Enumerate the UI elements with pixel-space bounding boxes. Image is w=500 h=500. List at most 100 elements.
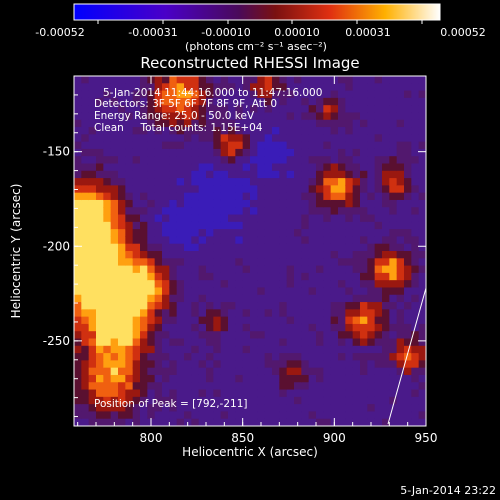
heatmap-cell: [279, 272, 288, 281]
heatmap-cell: [125, 251, 134, 259]
heatmap-cell: [154, 287, 163, 296]
heatmap-cell: [272, 76, 280, 84]
heatmap-cell: [242, 236, 251, 245]
heatmap-cell: [411, 127, 420, 135]
heatmap-cell: [367, 90, 376, 99]
heatmap-cell: [264, 112, 273, 121]
heatmap-cell: [411, 178, 420, 186]
heatmap-cell: [103, 396, 112, 405]
heatmap-cell: [330, 236, 339, 245]
heatmap-cell: [411, 214, 420, 223]
heatmap-cell: [118, 83, 126, 92]
heatmap-cell: [279, 185, 288, 194]
heatmap-cell: [345, 396, 354, 405]
heatmap-cell: [140, 389, 148, 398]
heatmap-cell: [140, 382, 148, 391]
heatmap-cell: [242, 360, 251, 369]
heatmap-cell: [96, 236, 104, 245]
heatmap-cell: [213, 258, 222, 267]
heatmap-cell: [110, 316, 119, 325]
heatmap-cell: [257, 294, 266, 303]
heatmap-cell: [382, 331, 390, 340]
heatmap-cell: [206, 309, 214, 318]
heatmap-cell: [110, 141, 119, 150]
heatmap-cell: [184, 287, 192, 296]
heatmap-cell: [110, 272, 119, 281]
heatmap-cell: [125, 287, 134, 296]
heatmap-cell: [191, 302, 200, 310]
heatmap-cell: [257, 207, 266, 216]
heatmap-cell: [154, 207, 163, 216]
heatmap-cell: [382, 345, 390, 354]
heatmap-cell: [352, 76, 361, 84]
heatmap-cell: [96, 170, 104, 179]
heatmap-cell: [382, 243, 390, 252]
heatmap-cell: [184, 97, 192, 106]
heatmap-cell: [96, 280, 104, 289]
heatmap-cell: [294, 148, 302, 157]
heatmap-cell: [228, 389, 236, 398]
heatmap-cell: [176, 294, 185, 303]
heatmap-cell: [118, 258, 126, 267]
heatmap-cell: [360, 207, 368, 216]
heatmap-cell: [308, 287, 317, 296]
heatmap-cell: [345, 83, 354, 92]
heatmap-cell: [198, 156, 207, 165]
heatmap-cell: [352, 265, 361, 274]
heatmap-cell: [308, 389, 317, 398]
heatmap-cell: [279, 236, 288, 245]
heatmap-cell: [132, 316, 141, 325]
heatmap-cell: [396, 119, 405, 128]
heatmap-cell: [81, 302, 90, 310]
heatmap-cell: [294, 83, 302, 92]
heatmap-cell: [367, 229, 376, 238]
heatmap-cell: [110, 214, 119, 223]
heatmap-cell: [74, 323, 82, 332]
heatmap-cell: [352, 418, 361, 426]
heatmap-cell: [125, 302, 134, 310]
heatmap-cell: [125, 199, 134, 208]
heatmap-cell: [338, 141, 346, 150]
heatmap-cell: [264, 192, 273, 201]
heatmap-cell: [118, 76, 126, 84]
heatmap-cell: [162, 156, 170, 165]
heatmap-cell: [250, 127, 258, 135]
heatmap-cell: [352, 287, 361, 296]
heatmap-cell: [272, 382, 280, 391]
heatmap-cell: [118, 170, 126, 179]
heatmap-cell: [220, 353, 229, 361]
heatmap-cell: [118, 127, 126, 135]
heatmap-cell: [184, 360, 192, 369]
heatmap-cell: [162, 287, 170, 296]
heatmap-cell: [132, 170, 141, 179]
heatmap-cell: [242, 76, 251, 84]
heatmap-cell: [176, 265, 185, 274]
heatmap-cell: [74, 411, 82, 420]
heatmap-cell: [272, 214, 280, 223]
heatmap-cell: [213, 163, 222, 172]
heatmap-cell: [206, 134, 214, 143]
heatmap-cell: [162, 90, 170, 99]
heatmap-cell: [118, 243, 126, 252]
heatmap-cell: [352, 192, 361, 201]
heatmap-cell: [132, 280, 141, 289]
heatmap-cell: [198, 382, 207, 391]
heatmap-cell: [206, 272, 214, 281]
heatmap-cell: [308, 221, 317, 230]
heatmap-cell: [176, 127, 185, 135]
heatmap-cell: [418, 251, 426, 259]
heatmap-cell: [374, 214, 383, 223]
heatmap-cell: [147, 141, 156, 150]
heatmap-cell: [316, 323, 324, 332]
heatmap-cell: [367, 382, 376, 391]
heatmap-cell: [118, 221, 126, 230]
heatmap-cell: [162, 127, 170, 135]
heatmap-cell: [103, 214, 112, 223]
heatmap-cell: [316, 76, 324, 84]
heatmap-cell: [374, 404, 383, 413]
heatmap-cell: [250, 360, 258, 369]
heatmap-cell: [389, 331, 398, 340]
heatmap-cell: [257, 251, 266, 259]
heatmap-cell: [272, 127, 280, 135]
heatmap-cell: [228, 170, 236, 179]
